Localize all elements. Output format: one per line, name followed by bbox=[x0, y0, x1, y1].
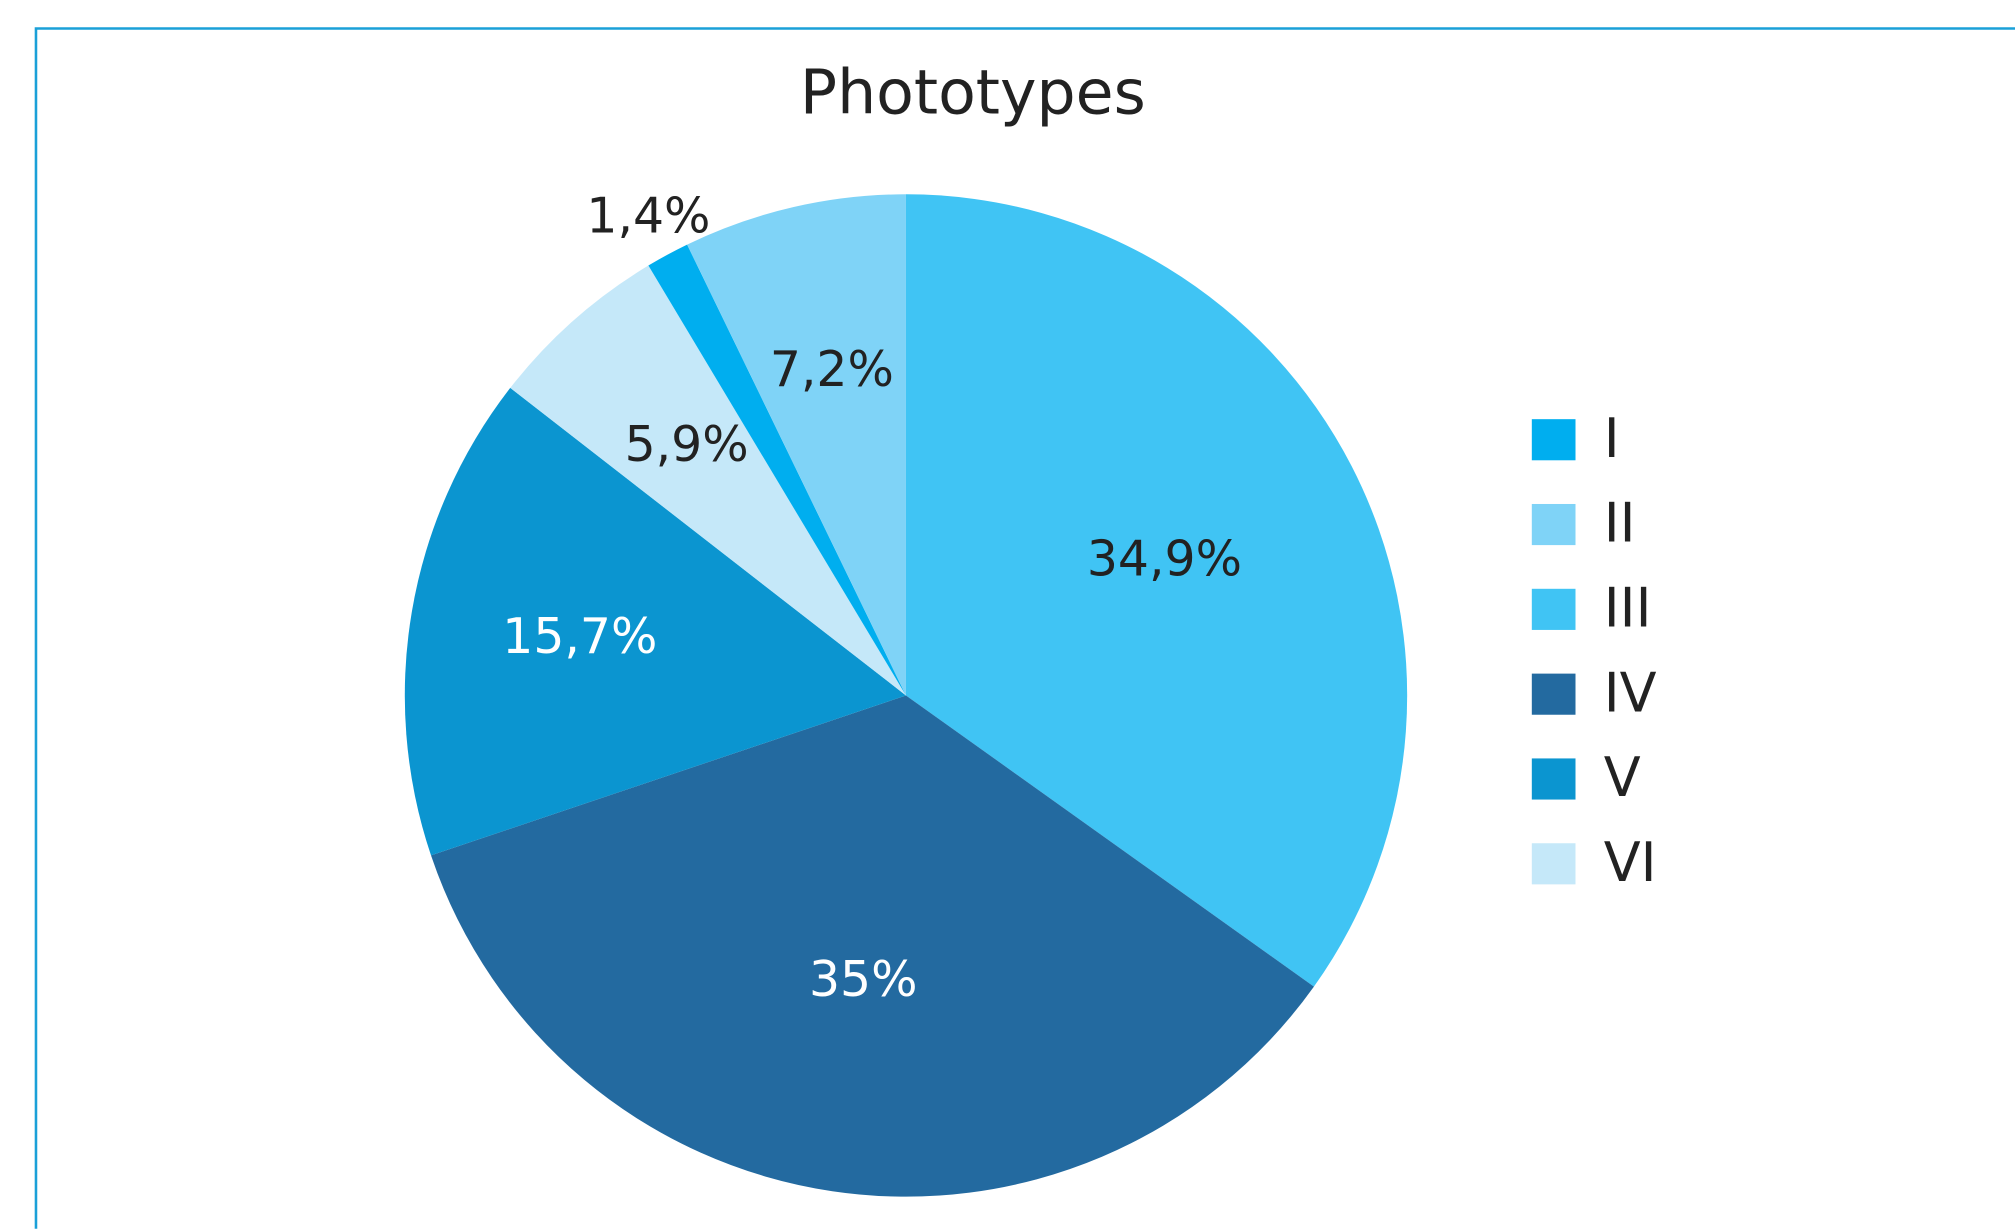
pie-slice bbox=[687, 194, 906, 696]
data-label: 5,9% bbox=[625, 416, 749, 473]
data-label: 7,2% bbox=[770, 341, 894, 398]
data-label: 35% bbox=[809, 951, 918, 1008]
legend-label: IV bbox=[1604, 661, 1657, 724]
chart-title: Phototypes bbox=[800, 57, 1146, 129]
legend-swatch bbox=[1531, 673, 1576, 715]
legend-label: II bbox=[1604, 492, 1636, 555]
legend-swatch bbox=[1531, 758, 1576, 800]
legend-swatch bbox=[1531, 419, 1576, 461]
pie-slice bbox=[510, 265, 906, 696]
pie-slice bbox=[648, 244, 906, 696]
legend-swatch bbox=[1531, 843, 1576, 885]
legend-swatch bbox=[1531, 588, 1576, 630]
data-label: 15,7% bbox=[502, 608, 657, 665]
pie-slice bbox=[404, 387, 906, 856]
frame bbox=[34, 27, 2015, 1229]
legend-label: VI bbox=[1604, 831, 1657, 894]
pie-slice bbox=[905, 194, 1408, 987]
legend-label: I bbox=[1604, 407, 1620, 470]
data-label: 1,4% bbox=[586, 187, 710, 244]
legend-label: V bbox=[1604, 746, 1641, 809]
data-label: 34,9% bbox=[1087, 530, 1242, 587]
legend-label: III bbox=[1604, 577, 1652, 640]
pie-slice bbox=[431, 695, 1314, 1197]
legend-swatch bbox=[1531, 503, 1576, 546]
